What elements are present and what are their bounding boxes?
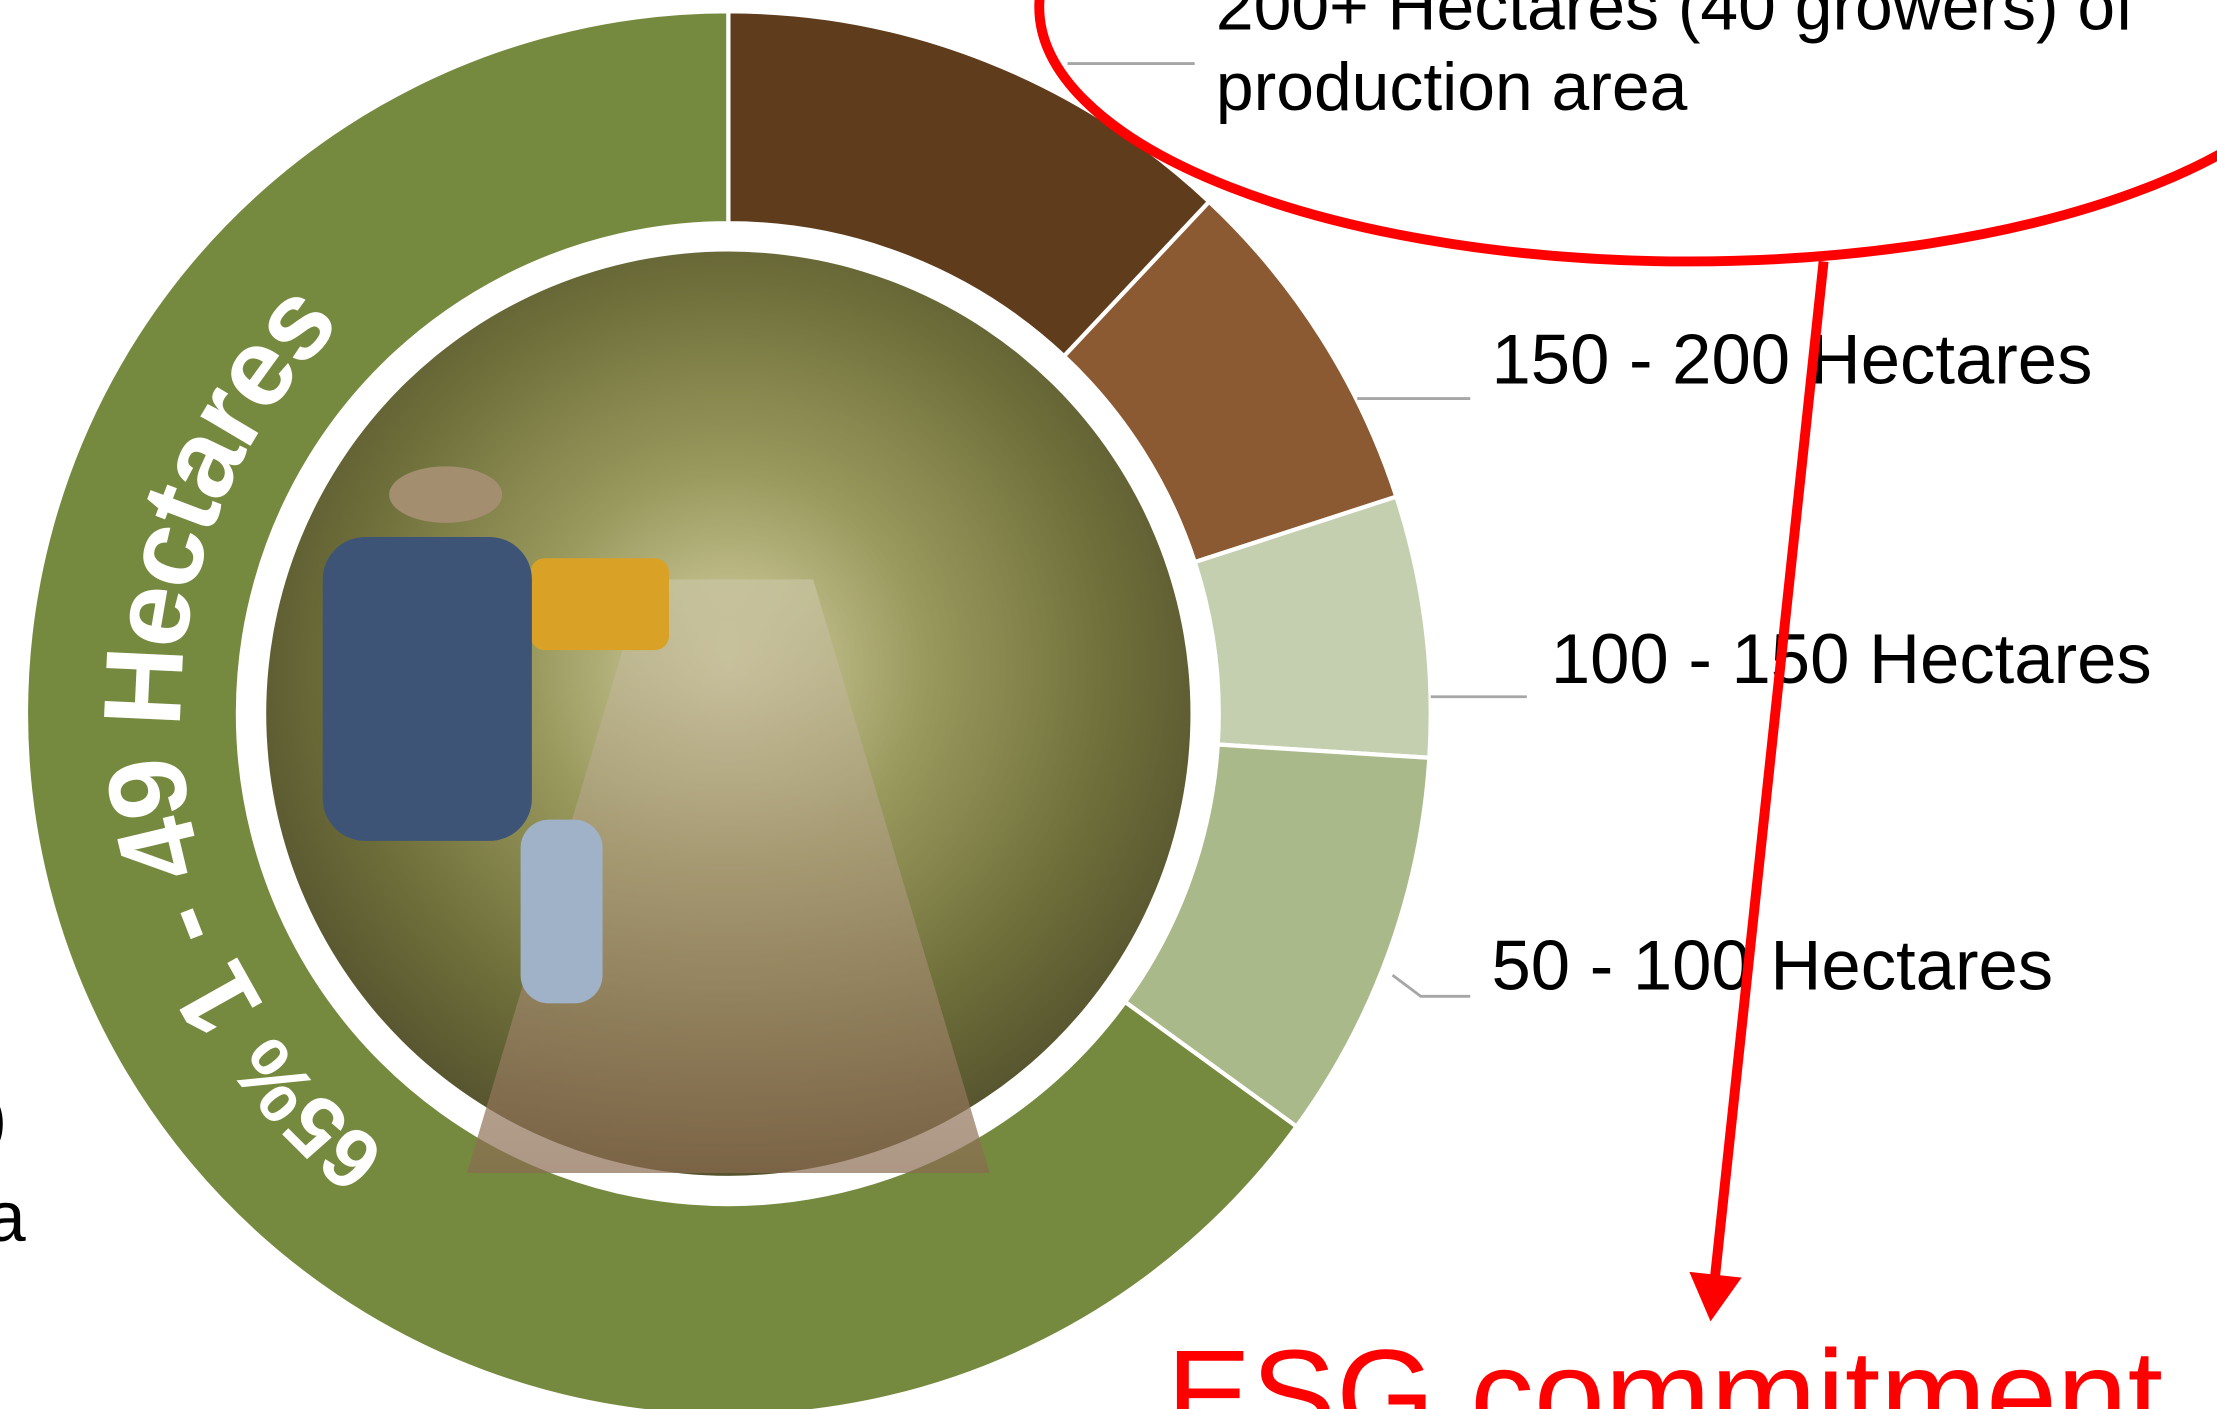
photo-person [322, 537, 532, 841]
category-label: 100 - 150 Hectares [1551, 619, 2152, 698]
category-label: 150 - 200 Hectares [1491, 319, 2092, 398]
photo-vehicle [530, 558, 669, 651]
highlight-ellipse [1034, 0, 2217, 267]
leader-line [1391, 974, 1471, 998]
photo-child [520, 819, 603, 1004]
label-box: 200+ Hectares (40 growers) of production… [1215, 0, 2135, 126]
photo-hat [389, 466, 503, 523]
leader-lines [1067, 62, 1527, 998]
esg-title: ESG commitment [1166, 1324, 2163, 1409]
donut [23, 9, 1433, 1409]
arrow-head [1689, 1271, 1742, 1322]
category-label: 50 - 100 Hectares [1491, 926, 2053, 1005]
photo-path [466, 579, 990, 1173]
arrow-shaft [1709, 260, 1829, 1280]
cut-text: ) [0, 1078, 7, 1157]
category-label: 200+ Hectares (40 growers) of production… [1215, 0, 2135, 126]
cut-text: a [0, 1177, 26, 1256]
